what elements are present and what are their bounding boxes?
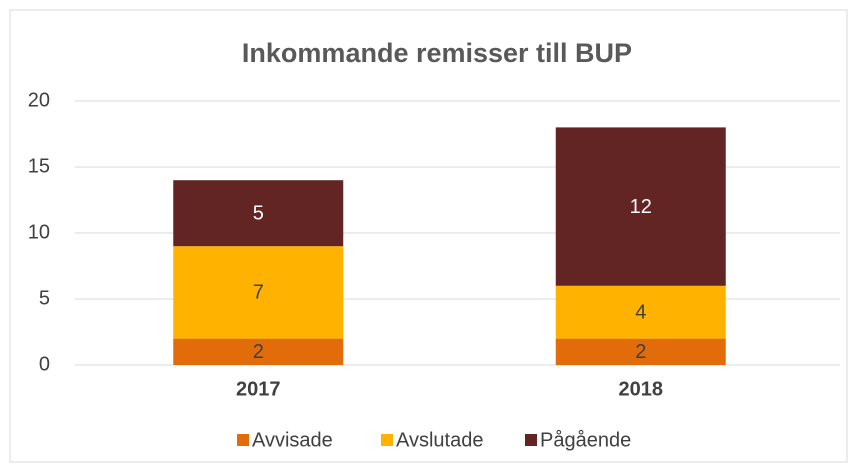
chart-title: Inkommande remisser till BUP [242, 38, 632, 68]
bar-segment [555, 338, 726, 365]
data-label: 2 [253, 341, 264, 363]
data-label: 4 [635, 301, 646, 323]
y-tick-label: 15 [28, 155, 50, 177]
data-label: 12 [630, 196, 652, 218]
legend-label: Pågående [540, 429, 631, 451]
data-label: 7 [253, 282, 264, 304]
y-tick-label: 20 [28, 89, 50, 111]
legend-swatch [237, 434, 249, 446]
y-tick-label: 5 [39, 287, 50, 309]
x-tick-label: 2017 [236, 378, 281, 400]
data-label: 5 [253, 202, 264, 224]
bar-segment [173, 180, 344, 247]
bar-segment [555, 127, 726, 286]
legend-swatch [381, 434, 393, 446]
y-tick-label: 10 [28, 221, 50, 243]
legend-swatch [525, 434, 537, 446]
x-tick-label: 2018 [619, 378, 664, 400]
legend-label: Avvisade [252, 429, 333, 451]
legend-label: Avslutade [396, 429, 483, 451]
bar-segment [555, 285, 726, 339]
bar-segment [173, 338, 344, 365]
bar-segment [173, 246, 344, 339]
y-tick-label: 0 [39, 353, 50, 375]
data-label: 2 [635, 341, 646, 363]
